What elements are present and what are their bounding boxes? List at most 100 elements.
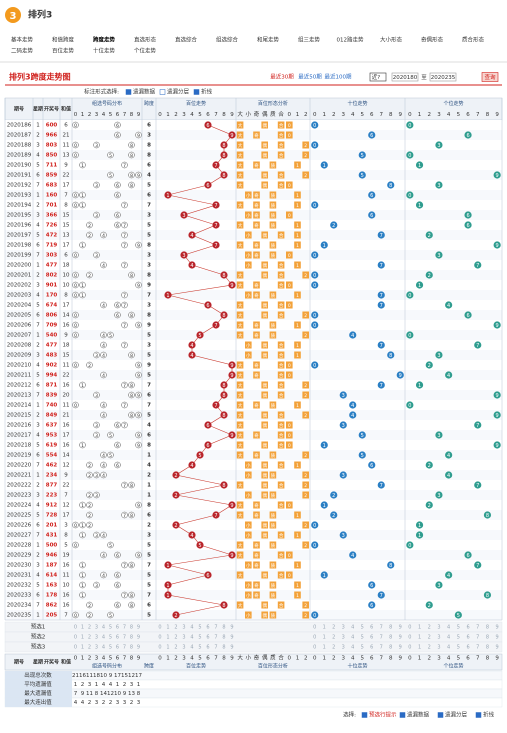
pre-digit[interactable]: 4 bbox=[447, 625, 450, 631]
pre-digit[interactable]: 7 bbox=[123, 645, 126, 651]
pre-digit[interactable]: 8 bbox=[222, 635, 225, 641]
pre-digit[interactable]: 1 bbox=[323, 645, 326, 651]
pre-digit[interactable]: 1 bbox=[418, 625, 421, 631]
checkbox[interactable] bbox=[399, 712, 406, 718]
pre-digit[interactable]: 3 bbox=[95, 645, 98, 651]
pre-digit[interactable]: 9 bbox=[137, 645, 140, 651]
pre-digit[interactable]: 0 bbox=[74, 625, 77, 631]
pre-digit[interactable]: 7 bbox=[476, 645, 479, 651]
pre-digit[interactable]: 1 bbox=[418, 635, 421, 641]
pre-digit[interactable]: 9 bbox=[230, 625, 233, 631]
from-value[interactable]: 2020180 bbox=[393, 75, 418, 81]
pre-digit[interactable]: 6 bbox=[206, 625, 209, 631]
checkbox[interactable] bbox=[475, 712, 482, 718]
pre-digit[interactable]: 5 bbox=[109, 635, 112, 641]
pre-digit[interactable]: 4 bbox=[351, 625, 354, 631]
pre-digit[interactable]: 5 bbox=[109, 625, 112, 631]
pre-digit[interactable]: 7 bbox=[123, 635, 126, 641]
range-link[interactable]: 最近100期 bbox=[325, 73, 352, 81]
nav-link[interactable]: 二码走势 bbox=[11, 47, 34, 55]
pre-digit[interactable]: 7 bbox=[380, 625, 383, 631]
pre-digit[interactable]: 1 bbox=[81, 625, 84, 631]
pre-digit[interactable]: 9 bbox=[137, 625, 140, 631]
pre-digit[interactable]: 8 bbox=[486, 645, 489, 651]
checkbox-label[interactable]: 遗漏数据 bbox=[407, 711, 430, 719]
pre-digit[interactable]: 4 bbox=[190, 625, 193, 631]
pre-digit[interactable]: 4 bbox=[190, 645, 193, 651]
nav-link[interactable]: 和值跨度 bbox=[52, 36, 75, 44]
pre-digit[interactable]: 9 bbox=[137, 635, 140, 641]
pre-digit[interactable]: 2 bbox=[428, 645, 431, 651]
pre-digit[interactable]: 6 bbox=[466, 635, 469, 641]
nav-link[interactable]: 个位走势 bbox=[134, 47, 157, 55]
pre-digit[interactable]: 3 bbox=[182, 625, 185, 631]
pre-digit[interactable]: 3 bbox=[182, 635, 185, 641]
pre-digit[interactable]: 4 bbox=[447, 635, 450, 641]
pre-digit[interactable]: 7 bbox=[380, 635, 383, 641]
pre-digit[interactable]: 6 bbox=[466, 645, 469, 651]
pre-digit[interactable]: 5 bbox=[457, 645, 460, 651]
pre-digit[interactable]: 3 bbox=[95, 625, 98, 631]
pre-digit[interactable]: 1 bbox=[323, 635, 326, 641]
pre-digit[interactable]: 2 bbox=[428, 625, 431, 631]
pre-digit[interactable]: 5 bbox=[198, 645, 201, 651]
pre-digit[interactable]: 7 bbox=[214, 625, 217, 631]
checkbox[interactable] bbox=[159, 89, 166, 95]
nav-link[interactable]: 跨度走势 bbox=[93, 36, 116, 44]
pre-digit[interactable]: 8 bbox=[486, 625, 489, 631]
pre-digit[interactable]: 5 bbox=[198, 635, 201, 641]
select-box[interactable] bbox=[369, 72, 387, 82]
pre-digit[interactable]: 8 bbox=[389, 625, 392, 631]
pre-digit[interactable]: 5 bbox=[457, 625, 460, 631]
checkbox-label[interactable]: 折线 bbox=[201, 88, 213, 96]
pre-digit[interactable]: 9 bbox=[496, 635, 499, 641]
pre-digit[interactable]: 5 bbox=[361, 645, 364, 651]
pre-digit[interactable]: 0 bbox=[158, 645, 161, 651]
pre-digit[interactable]: 8 bbox=[130, 625, 133, 631]
pre-digit[interactable]: 2 bbox=[88, 645, 91, 651]
pre-digit[interactable]: 9 bbox=[399, 625, 402, 631]
pre-digit[interactable]: 0 bbox=[313, 635, 316, 641]
pre-digit[interactable]: 2 bbox=[174, 645, 177, 651]
pre-digit[interactable]: 5 bbox=[109, 645, 112, 651]
pre-digit[interactable]: 7 bbox=[476, 625, 479, 631]
pre-digit[interactable]: 0 bbox=[158, 635, 161, 641]
pre-digit[interactable]: 6 bbox=[370, 645, 373, 651]
pre-digit[interactable]: 6 bbox=[466, 625, 469, 631]
nav-link[interactable]: 基本走势 bbox=[11, 36, 34, 44]
pre-digit[interactable]: 2 bbox=[332, 635, 335, 641]
pre-digit[interactable]: 1 bbox=[418, 645, 421, 651]
pre-digit[interactable]: 3 bbox=[182, 645, 185, 651]
pre-digit[interactable]: 3 bbox=[437, 645, 440, 651]
pre-digit[interactable]: 3 bbox=[437, 625, 440, 631]
nav-link[interactable]: 十位走势 bbox=[93, 47, 116, 55]
pre-digit[interactable]: 1 bbox=[166, 625, 169, 631]
pre-digit[interactable]: 2 bbox=[174, 625, 177, 631]
pre-digit[interactable]: 4 bbox=[102, 635, 105, 641]
pre-digit[interactable]: 3 bbox=[437, 635, 440, 641]
pre-digit[interactable]: 5 bbox=[198, 625, 201, 631]
pre-digit[interactable]: 6 bbox=[116, 645, 119, 651]
pre-digit[interactable]: 1 bbox=[166, 635, 169, 641]
checkbox[interactable] bbox=[437, 712, 444, 718]
checkbox[interactable] bbox=[361, 712, 368, 718]
query-button[interactable] bbox=[481, 72, 499, 82]
from-input[interactable] bbox=[391, 72, 419, 82]
range-link[interactable]: 最近30期 bbox=[270, 73, 294, 81]
pre-digit[interactable]: 6 bbox=[206, 645, 209, 651]
nav-link[interactable]: 组三走势 bbox=[298, 36, 321, 44]
pre-digit[interactable]: 1 bbox=[81, 645, 84, 651]
pre-digit[interactable]: 1 bbox=[323, 625, 326, 631]
pre-digit[interactable]: 8 bbox=[130, 645, 133, 651]
checkbox-label[interactable]: 预选行提示 bbox=[369, 711, 397, 719]
pre-digit[interactable]: 2 bbox=[88, 625, 91, 631]
pre-digit[interactable]: 0 bbox=[408, 645, 411, 651]
pre-digit[interactable]: 5 bbox=[457, 635, 460, 641]
to-input[interactable] bbox=[429, 72, 457, 82]
pre-digit[interactable]: 7 bbox=[214, 645, 217, 651]
nav-link[interactable]: 奇偶形态 bbox=[421, 36, 444, 44]
pre-digit[interactable]: 3 bbox=[342, 645, 345, 651]
nav-link[interactable]: 直选形态 bbox=[134, 36, 157, 44]
pre-digit[interactable]: 0 bbox=[408, 625, 411, 631]
pre-digit[interactable]: 2 bbox=[88, 635, 91, 641]
